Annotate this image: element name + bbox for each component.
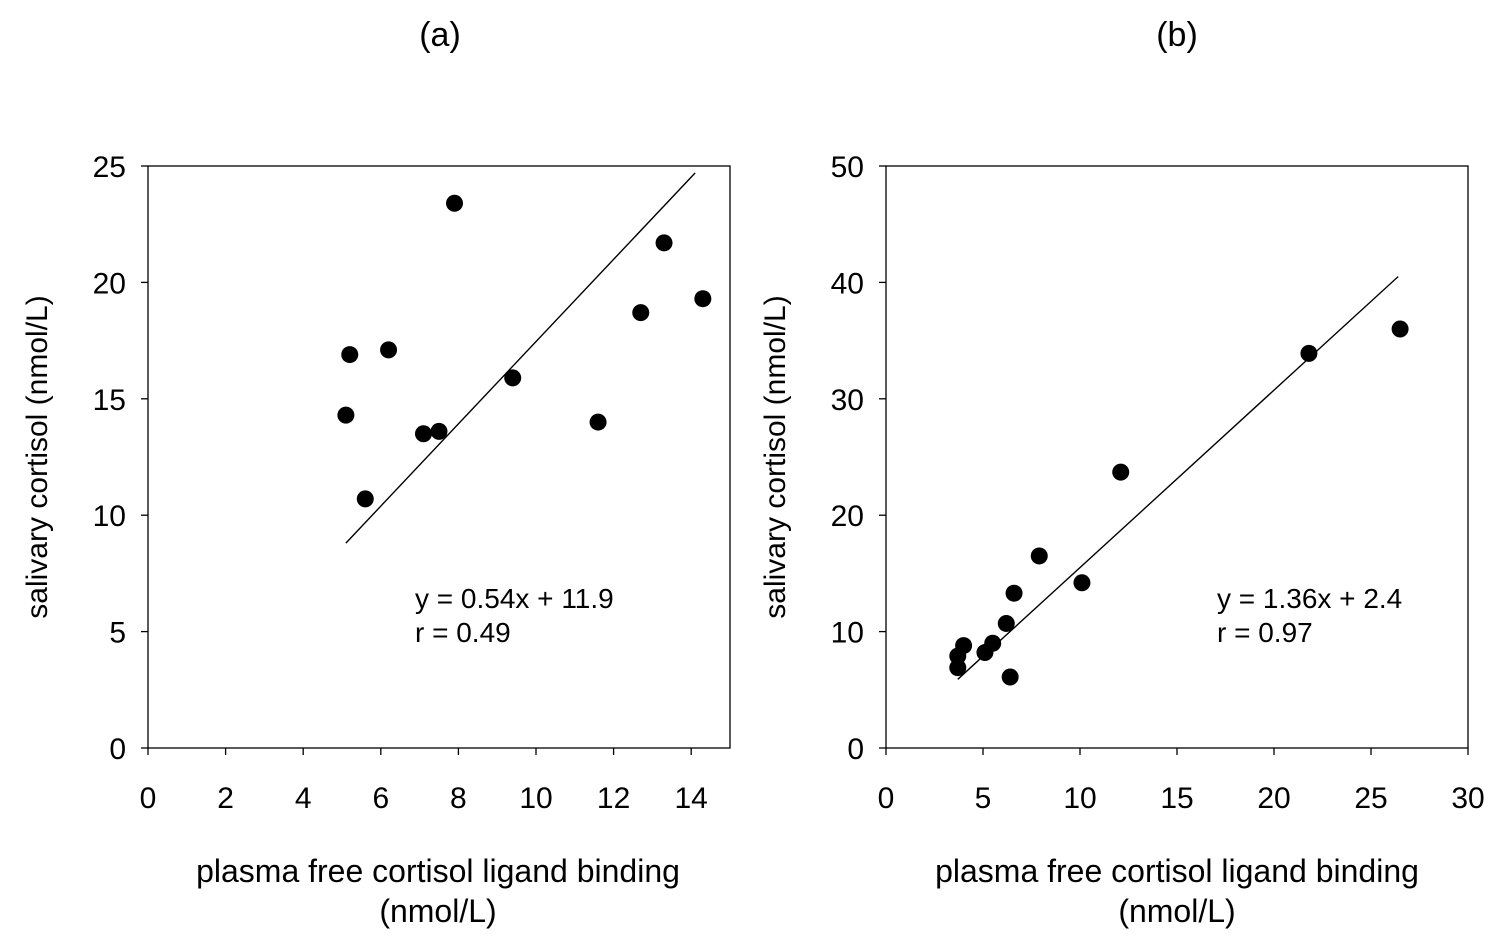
panel-b-x-tick-label: 25 [1354, 782, 1387, 815]
panel-a-data-point [414, 425, 432, 443]
panel-b-x-axis-label-line1: plasma free cortisol ligand binding [935, 853, 1419, 889]
panel-a-data-point [504, 369, 522, 387]
panel-a-data-point [655, 234, 673, 252]
panel-b-data-point [1112, 463, 1130, 481]
panel-a-plot-area [147, 165, 731, 749]
panel-a-label: (a) [419, 16, 461, 54]
panel-a-data-point [446, 194, 464, 212]
panel-b-x-tick-label: 0 [878, 782, 895, 815]
panel-a-y-tick-label: 25 [93, 151, 126, 184]
panel-a-r-value: r = 0.49 [415, 617, 511, 648]
panel-a-data-point [589, 413, 607, 431]
panel-b-y-tick-label: 50 [831, 151, 864, 184]
panel-b-y-axis-label: salivary cortisol (nmol/L) [759, 295, 792, 618]
panel-a-x-tick-label: 10 [519, 782, 552, 815]
panel-b-data-point [1300, 344, 1318, 362]
panel-b-y-tick-label: 20 [831, 500, 864, 533]
panel-b-regression-line [957, 276, 1399, 680]
panel-a: (a) salivary cortisol (nmol/L) plasma fr… [21, 16, 731, 929]
panel-b-data-point [1073, 574, 1091, 592]
panel-a-data-point [341, 346, 359, 364]
panel-b-data-point [1005, 584, 1023, 602]
panel-b-x-tick-label: 20 [1257, 782, 1290, 815]
panel-a-x-tick-label: 0 [140, 782, 157, 815]
panel-a-data-point [337, 406, 355, 424]
panel-b-data-point [1001, 668, 1019, 686]
panel-b-data-point [984, 634, 1002, 652]
panel-a-x-tick-label: 12 [597, 782, 630, 815]
panel-a-x-axis-label-line1: plasma free cortisol ligand binding [196, 853, 680, 889]
panel-b-x-tick-label: 15 [1160, 782, 1193, 815]
panel-b-y-tick-label: 0 [847, 733, 864, 766]
panel-a-y-axis-label: salivary cortisol (nmol/L) [21, 295, 54, 618]
panel-a-y-tick-label: 20 [93, 267, 126, 300]
panel-a-y-tick-label: 10 [93, 500, 126, 533]
panel-a-x-tick-label: 2 [217, 782, 234, 815]
panel-a-data-point [380, 341, 398, 359]
panel-a-data-point [356, 490, 374, 508]
panel-b-r-value: r = 0.97 [1217, 617, 1313, 648]
panel-b-y-tick-label: 30 [831, 384, 864, 417]
panel-a-x-tick-label: 4 [295, 782, 312, 815]
panel-b-x-axis-label-line2: (nmol/L) [1118, 893, 1235, 929]
panel-b-y-tick-label: 40 [831, 267, 864, 300]
panel-a-x-axis-label-line2: (nmol/L) [379, 893, 496, 929]
panel-b-x-tick-label: 10 [1063, 782, 1096, 815]
panel-b: (b) salivary cortisol (nmol/L) plasma fr… [759, 16, 1485, 929]
panel-b-label: (b) [1156, 16, 1198, 54]
panel-b-data-point [1030, 547, 1048, 565]
panel-b-data-point [949, 659, 967, 677]
panel-a-x-tick-label: 14 [675, 782, 708, 815]
panel-a-y-tick-label: 5 [109, 617, 126, 650]
panel-a-equation: y = 0.54x + 11.9 [415, 583, 614, 614]
panel-a-data-point [430, 422, 448, 440]
panel-b-equation: y = 1.36x + 2.4 [1217, 583, 1402, 614]
panel-a-data-point [632, 304, 650, 322]
panel-b-plot-area [885, 165, 1469, 749]
panel-a-x-tick-label: 8 [450, 782, 467, 815]
panel-b-data-point [1391, 320, 1409, 338]
panel-a-data-point [694, 290, 712, 308]
panel-b-y-tick-label: 10 [831, 617, 864, 650]
panel-b-x-tick-label: 5 [975, 782, 992, 815]
panel-b-x-tick-label: 30 [1451, 782, 1484, 815]
panel-a-x-tick-label: 6 [372, 782, 389, 815]
panel-a-y-tick-label: 0 [109, 733, 126, 766]
panel-b-data-point [997, 614, 1015, 632]
panel-b-data-point [955, 637, 973, 655]
panel-a-y-tick-label: 15 [93, 384, 126, 417]
panel-a-regression-line [345, 172, 696, 544]
